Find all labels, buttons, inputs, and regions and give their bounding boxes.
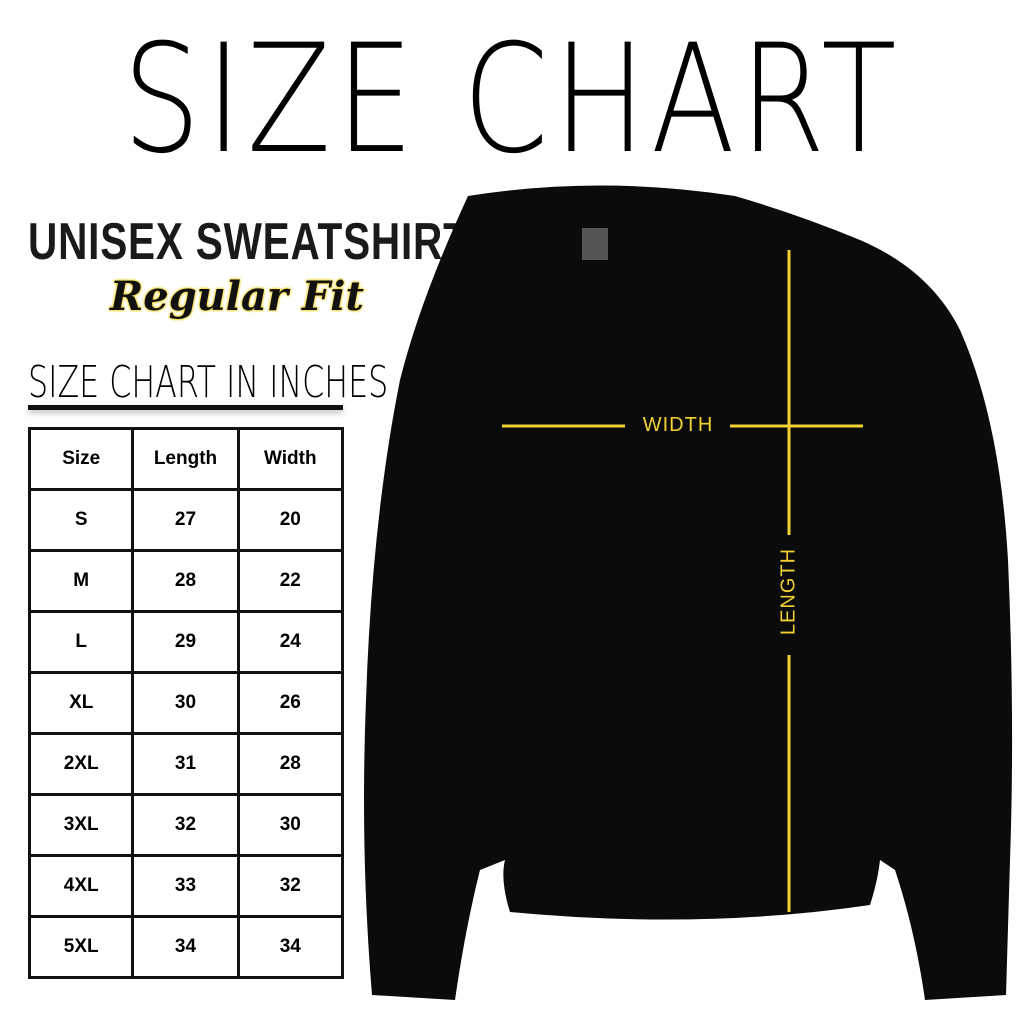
cell-size: 3XL — [27, 793, 135, 857]
header-size: Size — [27, 427, 135, 491]
table-row: 2XL 31 28 — [27, 732, 345, 796]
product-name: UNISEX SWEATSHIRT — [28, 213, 469, 271]
cell-width: 20 — [236, 488, 345, 552]
table-row: L 29 24 — [27, 610, 345, 674]
cell-length: 30 — [131, 671, 240, 735]
fit-label: Regular Fit — [110, 273, 364, 320]
cell-size: 4XL — [27, 854, 135, 918]
cell-width: 30 — [236, 793, 345, 857]
table-row: 5XL 34 34 — [27, 915, 345, 979]
table-row: M 28 22 — [27, 549, 345, 613]
cell-length: 33 — [131, 854, 240, 918]
table-row: XL 30 26 — [27, 671, 345, 735]
neck-tag — [582, 228, 608, 260]
page-title: SIZE CHART — [122, 13, 902, 187]
cell-width: 32 — [236, 854, 345, 918]
cell-width: 34 — [236, 915, 345, 979]
table-header-row: Size Length Width — [27, 427, 345, 491]
size-table: Size Length Width S 27 20 M 28 22 L 29 24 XL 30 26 2… — [27, 427, 345, 979]
table-row: S 27 20 — [27, 488, 345, 552]
chart-heading: SIZE CHART IN INCHES — [28, 357, 389, 408]
cell-length: 27 — [131, 488, 240, 552]
table-row: 3XL 32 30 — [27, 793, 345, 857]
cell-width: 22 — [236, 549, 345, 613]
cell-length: 29 — [131, 610, 240, 674]
cell-size: S — [27, 488, 135, 552]
cell-size: 2XL — [27, 732, 135, 796]
cell-length: 31 — [131, 732, 240, 796]
cell-length: 28 — [131, 549, 240, 613]
cell-size: 5XL — [27, 915, 135, 979]
length-label: LENGTH — [777, 547, 800, 636]
cell-length: 34 — [131, 915, 240, 979]
cell-width: 28 — [236, 732, 345, 796]
cell-size: XL — [27, 671, 135, 735]
width-label: WIDTH — [642, 414, 714, 436]
cell-width: 24 — [236, 610, 345, 674]
sweatshirt-image — [364, 185, 1013, 1000]
cell-size: L — [27, 610, 135, 674]
cell-width: 26 — [236, 671, 345, 735]
header-length: Length — [131, 427, 240, 491]
header-width: Width — [236, 427, 345, 491]
cell-size: M — [27, 549, 135, 613]
cell-length: 32 — [131, 793, 240, 857]
table-row: 4XL 33 32 — [27, 854, 345, 918]
heading-underline — [28, 405, 343, 410]
